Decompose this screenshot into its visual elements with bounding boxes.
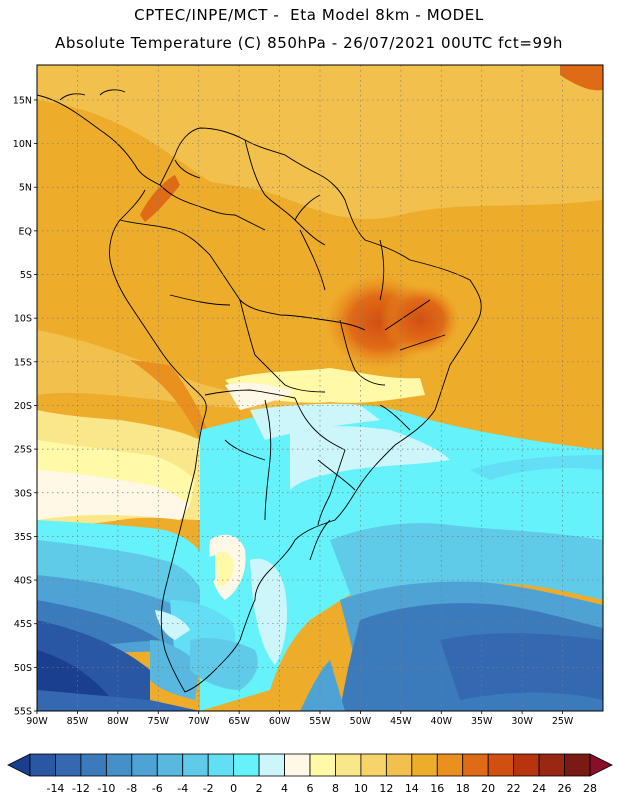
colorbar-swatch — [182, 753, 209, 777]
lon-tick-label: 40W — [431, 716, 453, 727]
lat-tick-label: 25S — [14, 445, 32, 456]
colorbar-label: 22 — [507, 782, 521, 795]
lon-tick-label: 25W — [552, 716, 574, 727]
colorbar-label: 8 — [332, 782, 339, 795]
colorbar — [7, 753, 613, 777]
title-line-1: CPTEC/INPE/MCT - Eta Model 8km - MODEL — [134, 6, 484, 24]
temperature-field — [37, 65, 603, 711]
lat-tick-label: 50S — [14, 663, 32, 674]
lat-tick-label: 15N — [13, 95, 32, 106]
lon-tick-label: 75W — [148, 716, 170, 727]
lon-tick-label: 80W — [107, 716, 129, 727]
lat-tick-label: 45S — [14, 619, 32, 630]
colorbar-label: -2 — [203, 782, 214, 795]
lat-tick-label: EQ — [19, 226, 32, 237]
lon-tick-label: 35W — [471, 716, 493, 727]
colorbar-label: 0 — [230, 782, 237, 795]
colorbar-swatch — [105, 753, 133, 777]
lon-tick-label: 65W — [228, 716, 250, 727]
colorbar-label: 6 — [307, 782, 314, 795]
colorbar-label: 16 — [430, 782, 444, 795]
colorbar-label: 10 — [354, 782, 368, 795]
colorbar-min-arrow — [7, 753, 31, 777]
lon-tick-label: 70W — [188, 716, 210, 727]
colorbar-swatch — [487, 753, 515, 777]
colorbar-swatch — [564, 753, 591, 777]
lat-tick-label: 55S — [14, 707, 32, 718]
colorbar-label: 14 — [405, 782, 419, 795]
colorbar-swatch — [335, 753, 362, 777]
colorbar-label: -4 — [177, 782, 188, 795]
colorbar-swatch — [360, 753, 387, 777]
lat-tick-label: 10N — [13, 139, 32, 150]
colorbar-labels: -14 -12 -10 -8 -6 -4 -2 0 2 4 6 8 10 12 14 16 18 20 22 24 26… — [46, 782, 597, 795]
colorbar-swatch — [538, 753, 565, 777]
colorbar-swatch — [284, 753, 311, 777]
colorbar-label: -8 — [126, 782, 137, 795]
colorbar-label: -12 — [72, 782, 90, 795]
colorbar-swatch — [131, 753, 158, 777]
lat-tick-label: 15S — [14, 357, 32, 368]
colorbar-swatch — [55, 753, 82, 777]
colorbar-swatch — [258, 753, 285, 777]
colorbar-swatch — [411, 753, 438, 777]
colorbar-label: 26 — [558, 782, 572, 795]
lon-tick-label: 85W — [67, 716, 89, 727]
colorbar-label: 4 — [281, 782, 288, 795]
lat-tick-label: 35S — [14, 532, 32, 543]
lat-tick-label: 40S — [14, 576, 32, 587]
lon-tick-label: 50W — [350, 716, 372, 727]
lon-tick-label: 60W — [269, 716, 291, 727]
colorbar-swatch — [233, 753, 260, 777]
lat-tick-label: 10S — [14, 314, 32, 325]
lat-tick-label: 5N — [19, 183, 32, 194]
colorbar-label: 28 — [583, 782, 597, 795]
colorbar-label: 20 — [481, 782, 495, 795]
colorbar-swatch — [80, 753, 107, 777]
country-borders — [37, 89, 482, 693]
colorbar-swatch — [29, 753, 56, 777]
colorbar-label: -10 — [97, 782, 115, 795]
lon-tick-label: 30W — [511, 716, 533, 727]
colorbar-swatch — [207, 753, 235, 777]
colorbar-swatch — [436, 753, 464, 777]
colorbar-swatch — [309, 753, 336, 777]
lon-tick-label: 55W — [309, 716, 331, 727]
lat-tick-label: 5S — [20, 270, 32, 281]
colorbar-label: 24 — [532, 782, 546, 795]
lon-tick-label: 90W — [26, 716, 48, 727]
colorbar-swatch — [385, 753, 413, 777]
colorbar-label: 18 — [456, 782, 470, 795]
longitude-labels: 90W 85W 80W 75W 70W 65W 60W 55W 50W 45W 40W 35W 30W 2… — [26, 711, 574, 727]
lon-tick-label: 45W — [390, 716, 412, 727]
colorbar-swatch — [513, 753, 540, 777]
colorbar-swatch — [462, 753, 489, 777]
lat-tick-label: 30S — [14, 488, 32, 499]
title-line-2: Absolute Temperature (C) 850hPa - 26/07/… — [55, 34, 563, 52]
latitude-labels: 15N 10N 5N EQ 5S 10S 15S 20S 25S 30S 35S 40S 45S 50S 5… — [13, 95, 37, 718]
colorbar-label: -14 — [46, 782, 64, 795]
colorbar-swatch — [156, 753, 184, 777]
colorbar-label: 12 — [379, 782, 393, 795]
colorbar-label: 2 — [256, 782, 263, 795]
colorbar-label: -6 — [152, 782, 163, 795]
lat-tick-label: 20S — [14, 401, 32, 412]
colorbar-max-arrow — [589, 753, 613, 777]
